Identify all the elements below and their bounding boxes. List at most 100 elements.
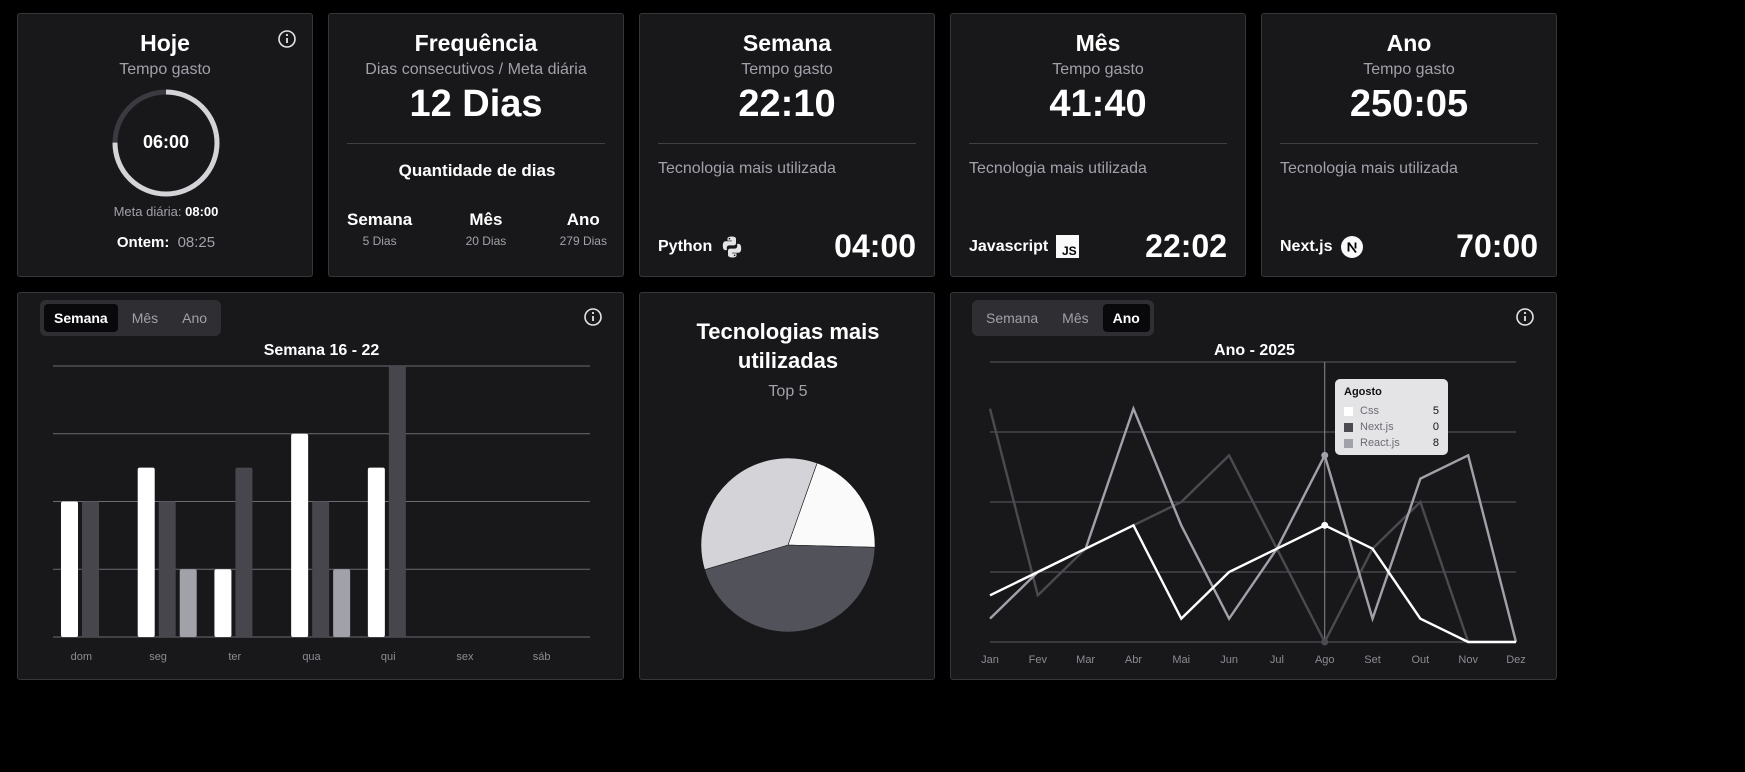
x-tick-label: Jun (1220, 654, 1238, 666)
today-progress-arc (112, 89, 220, 197)
bar[interactable] (61, 501, 78, 638)
week-tech: Python (658, 235, 744, 259)
year-tech-label: Tecnologia mais utilizada (1280, 160, 1458, 177)
highlight-point (1321, 451, 1329, 459)
x-tick-label: ter (228, 651, 241, 663)
line-chart-card: Semana Mês Ano Ano - 2025 Jan Fev Mar Abr Ma… (950, 292, 1557, 680)
today-goal-value: 08:00 (185, 204, 219, 219)
series-line (989, 523, 1516, 644)
x-tick-label: Mar (1076, 654, 1095, 666)
week-tech-label: Tecnologia mais utilizada (658, 160, 836, 177)
frequency-item-value: 279 Dias (559, 234, 607, 248)
week-card: Semana Tempo gasto 22:10 Tecnologia mais… (639, 13, 935, 277)
tab-semana[interactable]: Semana (44, 304, 118, 332)
svg-text:JS: JS (1062, 244, 1077, 258)
pie-title-line1: Tecnologias mais (696, 319, 880, 344)
tab-mes[interactable]: Mês (1062, 310, 1089, 326)
year-divider (1280, 143, 1538, 144)
year-tech-time: 70:00 (1456, 228, 1538, 264)
bar[interactable] (82, 501, 99, 638)
bar[interactable] (333, 569, 351, 637)
today-subtitle: Tempo gasto (119, 61, 211, 78)
legend-swatch (1344, 438, 1353, 448)
bar-period-tabs: Semana Mês Ano (40, 300, 222, 336)
frequency-item-year: Ano 279 Dias (560, 210, 607, 248)
year-title: Ano (1386, 30, 1432, 56)
frequency-item-month: Mês 20 Dias (466, 210, 507, 248)
info-icon[interactable] (582, 306, 604, 328)
x-tick-label: sex (456, 651, 474, 663)
pie-subtitle: Top 5 (768, 383, 808, 400)
bar[interactable] (388, 366, 406, 637)
bar[interactable] (312, 501, 330, 638)
tooltip-row: Next.js 0 (1344, 419, 1439, 435)
x-tick-label: seg (149, 651, 167, 663)
week-subtitle: Tempo gasto (741, 61, 833, 78)
x-tick-label: Fev (1029, 654, 1048, 666)
tab-semana[interactable]: Semana (986, 310, 1039, 326)
x-tick-label: qua (302, 651, 321, 663)
today-title: Hoje (140, 30, 190, 56)
x-tick-label: Out (1411, 654, 1429, 666)
yesterday-label: Ontem: (116, 234, 170, 251)
frequency-value: 12 Dias (409, 83, 543, 125)
pie-slice[interactable] (700, 457, 818, 571)
bar-chart-title: Semana 16 - 22 (263, 342, 380, 359)
tab-mes[interactable]: Mês (131, 310, 159, 326)
line-chart-title: Ano - 2025 (1214, 342, 1295, 359)
frequency-section-title: Quantidade de dias (398, 161, 556, 180)
tab-ano[interactable]: Ano (182, 310, 208, 326)
x-tick-label: sáb (533, 651, 551, 663)
frequency-divider (347, 143, 605, 144)
bar[interactable] (214, 569, 232, 637)
x-tick-label: Jan (981, 654, 999, 666)
today-goal: Meta diária: 08:00 (18, 204, 314, 219)
highlight-point (1321, 521, 1329, 529)
month-tech-name: Javascript (969, 237, 1049, 255)
frequency-item-label: Mês (469, 210, 503, 229)
x-tick-label: Jul (1270, 654, 1284, 666)
week-divider (658, 143, 916, 144)
tooltip-row: React.js 8 (1344, 435, 1439, 451)
bar[interactable] (367, 467, 385, 637)
tab-ano[interactable]: Ano (1102, 304, 1150, 332)
year-card: Ano Tempo gasto 250:05 Tecnologia mais u… (1261, 13, 1557, 277)
python-icon (723, 236, 742, 258)
frequency-item-value: 5 Dias (362, 234, 397, 248)
month-value: 41:40 (1049, 83, 1147, 125)
today-card: Hoje Tempo gasto 06:00 Meta diária: 08:0… (17, 13, 313, 277)
frequency-card: Frequência Dias consecutivos / Meta diár… (328, 13, 624, 277)
bar[interactable] (179, 569, 197, 637)
month-subtitle: Tempo gasto (1052, 61, 1144, 78)
today-progress-ring (112, 89, 220, 197)
pie-slice[interactable] (704, 544, 876, 633)
bar[interactable] (235, 467, 253, 637)
month-divider (969, 143, 1227, 144)
bar[interactable] (291, 433, 309, 637)
today-goal-label: Meta diária: (113, 204, 182, 219)
info-icon[interactable] (1514, 306, 1536, 328)
bar[interactable] (137, 467, 155, 637)
year-tech-name: Next.js (1280, 238, 1333, 255)
month-title: Mês (1075, 30, 1121, 56)
line-chart: Jan Fev Mar Abr Mai Jun Jul Ago Set Out Nov Dez (981, 361, 1526, 666)
month-tech-label: Tecnologia mais utilizada (969, 160, 1147, 177)
pie-title-line2: utilizadas (737, 348, 839, 373)
bar-chart-card: Semana Mês Ano Semana 16 - 22 dom seg ter q… (17, 292, 624, 680)
frequency-item-label: Semana (347, 210, 413, 229)
week-title: Semana (742, 30, 832, 56)
x-tick-label: Mai (1172, 654, 1190, 666)
info-icon[interactable] (276, 28, 298, 50)
x-tick-label: Ago (1315, 654, 1335, 666)
x-tick-label: Abr (1125, 654, 1142, 666)
year-subtitle: Tempo gasto (1363, 61, 1455, 78)
frequency-item-value: 20 Dias (465, 234, 507, 248)
tooltip-row: Css 5 (1344, 403, 1439, 419)
series-line (988, 408, 1516, 645)
bar[interactable] (158, 501, 176, 638)
tooltip-series-name: React.js (1360, 437, 1400, 449)
pie-chart-card: Tecnologias mais utilizadas Top 5 (639, 292, 935, 680)
x-tick-label: qui (381, 651, 396, 663)
bar-chart: dom seg ter qua qui sex sáb (53, 365, 590, 663)
week-tech-time: 04:00 (834, 228, 916, 264)
